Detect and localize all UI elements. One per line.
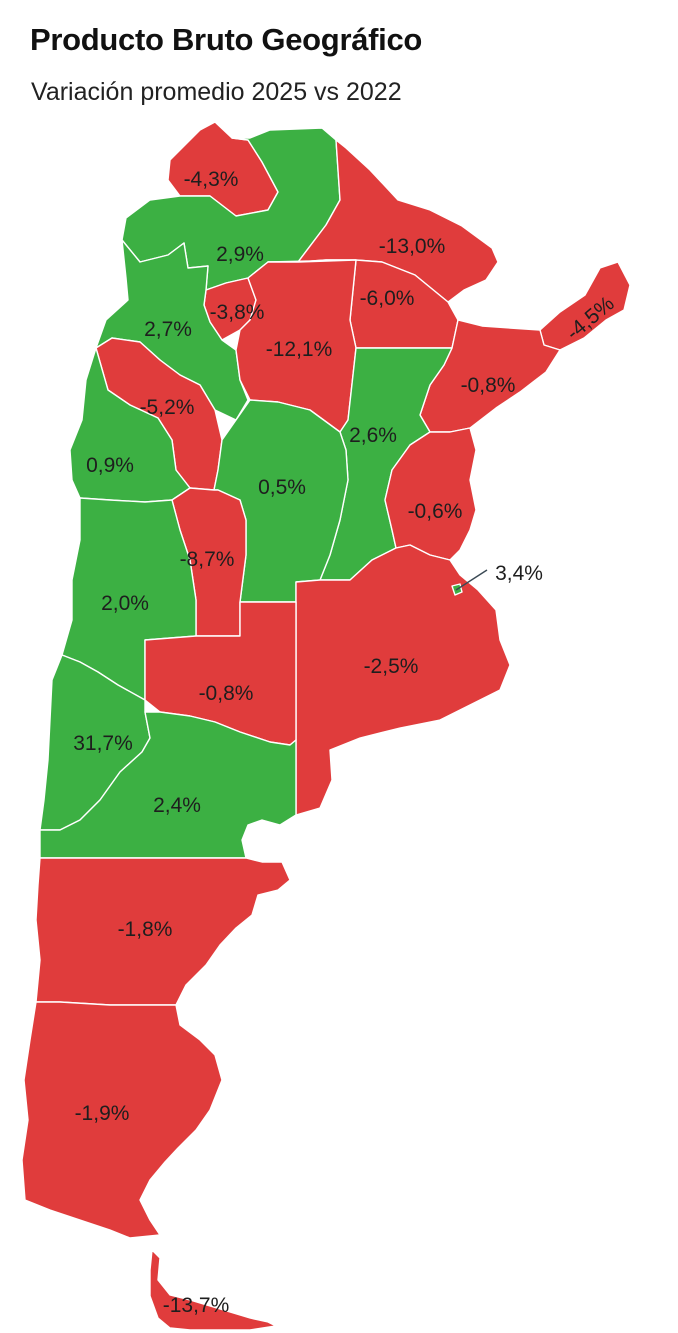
label-neuquen: 31,7% xyxy=(73,732,133,755)
label-buenos-aires: -2,5% xyxy=(364,655,419,678)
label-salta: 2,9% xyxy=(216,243,264,266)
map-title: Producto Bruto Geográfico xyxy=(30,22,423,57)
label-tierra-del-fuego: -13,7% xyxy=(163,1294,230,1317)
label-la-rioja: -5,2% xyxy=(140,396,195,419)
label-jujuy: -4,3% xyxy=(184,168,239,191)
label-san-luis: -8,7% xyxy=(180,548,235,571)
label-cordoba: 0,5% xyxy=(258,476,306,499)
province-buenos-aires[interactable] xyxy=(295,544,511,816)
label-rio-negro: 2,4% xyxy=(153,794,201,817)
label-mendoza: 2,0% xyxy=(101,592,149,615)
label-chaco: -6,0% xyxy=(360,287,415,310)
label-la-pampa: -0,8% xyxy=(199,682,254,705)
label-entre-rios: -0,6% xyxy=(408,500,463,523)
map-subtitle: Variación promedio 2025 vs 2022 xyxy=(31,78,402,106)
label-tucuman: -3,8% xyxy=(210,301,265,324)
caba-leader-line xyxy=(455,569,488,591)
label-caba: 3,4% xyxy=(495,562,543,585)
province-chubut[interactable] xyxy=(35,857,291,1006)
province-tierra-del-fuego[interactable] xyxy=(149,1249,277,1331)
province-rio-negro[interactable] xyxy=(39,711,297,859)
label-catamarca: 2,7% xyxy=(144,318,192,341)
province-santa-cruz[interactable] xyxy=(21,1001,223,1239)
label-santa-fe: 2,6% xyxy=(349,424,397,447)
label-santiago-del-estero: -12,1% xyxy=(266,338,333,361)
label-corrientes: -0,8% xyxy=(461,374,516,397)
label-chubut: -1,8% xyxy=(118,918,173,941)
label-santa-cruz: -1,9% xyxy=(75,1102,130,1125)
label-formosa: -13,0% xyxy=(379,235,446,258)
label-san-juan: 0,9% xyxy=(86,454,134,477)
